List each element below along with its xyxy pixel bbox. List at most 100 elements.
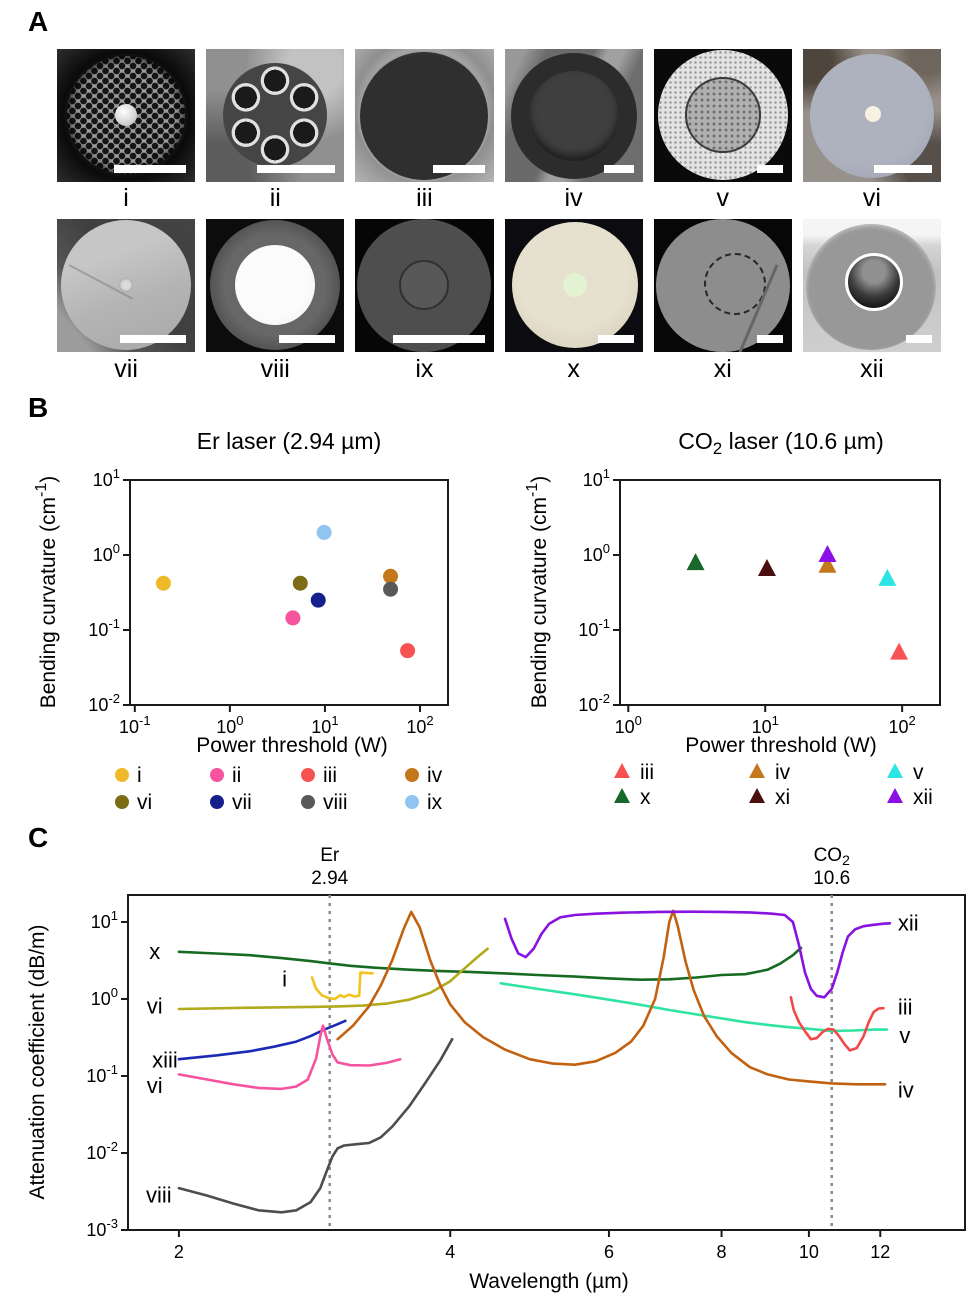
plot-frame bbox=[127, 894, 966, 1231]
fiber-label-v: v bbox=[716, 184, 729, 212]
fiber-bore bbox=[528, 71, 619, 161]
series-label-x: x bbox=[149, 939, 160, 964]
scale-bar bbox=[756, 335, 783, 343]
fiber-core bbox=[562, 273, 587, 297]
chart-title: Er laser (2.94 µm) bbox=[197, 428, 382, 454]
legend-marker-xi bbox=[749, 788, 765, 803]
y-tick-label: 10-2 bbox=[578, 691, 610, 715]
er-line-label: Er bbox=[320, 845, 340, 866]
data-point-vii bbox=[310, 592, 326, 608]
y-tick-label: 10-2 bbox=[88, 691, 120, 715]
y-axis-label: Bending curvature (cm-1) bbox=[524, 476, 551, 709]
legend-marker-iii bbox=[614, 763, 630, 778]
legend-marker-vii bbox=[210, 795, 224, 809]
data-point-iv bbox=[383, 568, 399, 584]
y-tick-label: 10-1 bbox=[88, 616, 120, 640]
scale-bar bbox=[114, 165, 187, 173]
y-tick-label: 100 bbox=[93, 541, 120, 565]
x-tick-label: 100 bbox=[615, 713, 642, 737]
y-tick-label: 10-2 bbox=[86, 1139, 118, 1163]
scale-bar bbox=[392, 335, 485, 343]
fiber-label-vi: vi bbox=[862, 184, 881, 212]
fiber-core bbox=[119, 278, 133, 292]
fiber-micrograph-viii bbox=[206, 219, 345, 352]
legend-label-xii: xii bbox=[913, 786, 933, 809]
y-tick-label: 101 bbox=[583, 466, 610, 490]
legend-marker-viii bbox=[301, 795, 315, 809]
fiber-micrograph-i bbox=[57, 49, 196, 182]
data-point-ix bbox=[316, 524, 332, 540]
fiber-bore bbox=[844, 253, 903, 311]
scale-bar bbox=[120, 335, 187, 343]
fiber-bore bbox=[360, 52, 489, 180]
data-point-ii bbox=[285, 610, 301, 626]
fiber-micrograph-vii bbox=[57, 219, 196, 352]
attenuation-chart: 2 4 6 8 10 12 101 100 10-1 10-2 10-3 Wavelength (µm… bbox=[26, 845, 966, 1293]
series-label-vi-olive: vi bbox=[147, 993, 163, 1018]
y-axis-label: Bending curvature (cm-1) bbox=[33, 476, 60, 709]
legend-label-vii: vii bbox=[232, 791, 252, 814]
series-i bbox=[310, 971, 374, 1001]
legend-label-x: x bbox=[640, 786, 651, 809]
legend-marker-ix bbox=[405, 795, 419, 809]
legend-label-iv: iv bbox=[775, 761, 791, 784]
legend-label-v: v bbox=[913, 761, 924, 784]
fiber-core bbox=[399, 260, 450, 310]
panel-c-label: C bbox=[28, 822, 49, 853]
series-v bbox=[499, 982, 889, 1033]
fiber-label-xii: xii bbox=[860, 355, 884, 383]
legend-label-vi: vi bbox=[137, 791, 152, 814]
fiber-micrograph-ix bbox=[355, 219, 494, 352]
scale-bar bbox=[603, 165, 634, 173]
x-axis-label: Power threshold (W) bbox=[685, 734, 876, 757]
fiber-core bbox=[235, 245, 316, 325]
series-label-vi-pink: vi bbox=[147, 1073, 163, 1098]
series-xii bbox=[503, 910, 892, 999]
x-tick-label: 12 bbox=[870, 1242, 890, 1262]
scale-bar bbox=[597, 335, 634, 343]
series-iv bbox=[336, 909, 887, 1086]
scale-bar bbox=[432, 165, 485, 173]
y-tick-label: 100 bbox=[583, 541, 610, 565]
er-line-label: 2.94 bbox=[311, 868, 348, 889]
legend-marker-v bbox=[887, 763, 903, 778]
data-point-i bbox=[155, 575, 171, 591]
legend-marker-iii bbox=[301, 768, 315, 782]
x-tick-label: 10-1 bbox=[119, 713, 151, 737]
fiber-image-grid-row2 bbox=[57, 219, 941, 352]
y-tick-label: 100 bbox=[91, 985, 118, 1009]
legend-label-xi: xi bbox=[775, 786, 790, 809]
series-viii bbox=[177, 1037, 454, 1214]
fiber-label-iii: iii bbox=[416, 184, 433, 212]
x-tick-label: 102 bbox=[406, 713, 433, 737]
fiber-micrograph-xii bbox=[802, 219, 941, 352]
panel-a-label: A bbox=[28, 6, 49, 37]
scale-bar bbox=[874, 165, 932, 173]
data-point-viii bbox=[383, 581, 399, 597]
legend-marker-x bbox=[614, 788, 630, 803]
fiber-label-viii: viii bbox=[260, 355, 290, 383]
fiber-cladding bbox=[223, 63, 328, 167]
fiber-micrograph-ii bbox=[206, 49, 345, 182]
chart-title: CO2 laser (10.6 µm) bbox=[678, 428, 884, 458]
series-label-v: v bbox=[899, 1023, 910, 1048]
data-point-vi bbox=[292, 575, 308, 591]
series-vi-pink bbox=[177, 1024, 402, 1091]
series-label-xiii: xiii bbox=[152, 1047, 178, 1072]
data-point-xii bbox=[818, 545, 837, 562]
fiber-core bbox=[115, 104, 137, 126]
x-tick-label: 4 bbox=[445, 1242, 455, 1262]
data-point-x bbox=[686, 553, 705, 571]
fiber-label-xi: xi bbox=[713, 355, 732, 383]
data-point-iii bbox=[890, 642, 909, 660]
fiber-label-iv: iv bbox=[564, 184, 583, 212]
fiber-label-row1: i ii iii iv v vi bbox=[57, 183, 941, 213]
y-tick-label: 101 bbox=[91, 908, 118, 932]
data-point-xi bbox=[757, 559, 776, 577]
fiber-label-ii: ii bbox=[269, 184, 281, 212]
series-iii bbox=[789, 996, 885, 1052]
fiber-label-x: x bbox=[567, 355, 580, 383]
series-label-viii: viii bbox=[146, 1183, 172, 1208]
x-tick-label: 2 bbox=[174, 1242, 184, 1262]
